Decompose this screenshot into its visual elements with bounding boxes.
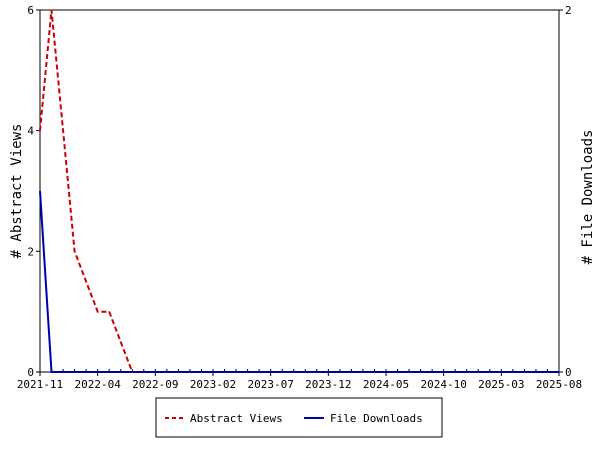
data-point-1-34 [431, 371, 433, 373]
x-tick-label: 2023-07 [247, 378, 293, 391]
data-point-1-18 [247, 371, 249, 373]
data-point-1-16 [223, 371, 226, 373]
data-point-1-8 [131, 371, 133, 373]
data-point-1-13 [189, 371, 191, 373]
legend: Abstract Views File Downloads [155, 397, 443, 438]
left-y-axis-ticks: 0 2 4 6 [27, 4, 40, 379]
series-line-file-downloads [39, 190, 559, 373]
data-point-1-4 [85, 371, 87, 373]
data-point-1-9 [143, 371, 145, 373]
x-tick-label: 2025-08 [536, 378, 582, 391]
data-point-1-12 [177, 371, 179, 373]
data-point-1-37 [466, 371, 468, 373]
point-layer [39, 9, 560, 373]
x-tick-label: 2022-09 [132, 378, 178, 391]
data-point-1-45 [558, 371, 560, 373]
x-tick-label: 2021-11 [17, 378, 63, 391]
data-point-1-24 [316, 371, 318, 373]
data-point-1-27 [350, 371, 352, 373]
right-y-axis-title: # File Downloads [580, 130, 596, 265]
left-y-tick-label: 2 [27, 245, 34, 258]
data-point-1-29 [373, 371, 376, 373]
left-y-tick-label: 6 [27, 4, 34, 17]
data-point-1-32 [408, 371, 410, 373]
x-tick-label: 2025-03 [478, 378, 524, 391]
series-layer [39, 9, 559, 373]
x-tick-label: 2023-02 [190, 378, 236, 391]
x-tick-label: 2023-12 [305, 378, 351, 391]
left-y-axis-title: # Abstract Views [9, 124, 25, 259]
data-point-1-14 [200, 371, 203, 373]
data-point-0-0 [39, 130, 41, 132]
data-point-1-21 [281, 371, 283, 373]
data-point-1-1 [50, 371, 53, 373]
right-y-axis-ticks: 02 [559, 4, 572, 379]
data-point-1-17 [235, 371, 237, 373]
legend-label-abstract-views: Abstract Views [190, 412, 283, 425]
data-point-1-26 [339, 371, 341, 373]
data-point-1-41 [512, 371, 514, 373]
x-tick-label: 2022-04 [74, 378, 121, 391]
data-point-0-7 [120, 341, 122, 343]
plot-area [39, 9, 560, 373]
data-point-1-2 [62, 371, 64, 373]
x-tick-label: 2024-05 [363, 378, 409, 391]
data-point-1-10 [154, 371, 156, 373]
data-point-0-3 [74, 250, 76, 252]
data-point-1-6 [108, 371, 110, 373]
data-point-1-22 [293, 371, 295, 373]
data-point-1-28 [362, 371, 364, 373]
data-point-1-36 [454, 371, 456, 373]
data-point-1-23 [304, 371, 306, 373]
data-point-1-20 [270, 371, 272, 373]
data-point-1-42 [523, 371, 526, 373]
data-point-1-31 [396, 371, 399, 373]
data-point-1-30 [385, 371, 387, 373]
left-y-tick-label: 0 [27, 366, 34, 379]
data-point-1-39 [489, 371, 491, 373]
right-y-tick-label: 0 [565, 366, 572, 379]
data-point-1-5 [97, 371, 99, 373]
data-point-1-3 [74, 371, 76, 373]
data-point-1-11 [166, 371, 168, 373]
data-point-1-33 [420, 371, 422, 373]
data-point-0-2 [62, 130, 64, 132]
data-point-1-0 [39, 190, 41, 192]
right-y-tick-label: 2 [565, 4, 572, 17]
legend-label-file-downloads: File Downloads [330, 412, 423, 425]
legend-box [155, 397, 443, 438]
data-point-0-5 [97, 311, 99, 313]
data-point-1-19 [258, 371, 260, 373]
data-point-0-1 [50, 9, 53, 11]
data-point-1-44 [546, 371, 549, 373]
data-point-1-7 [120, 371, 122, 373]
data-point-1-25 [327, 371, 329, 373]
x-axis-ticks: 2021-11 2022-04 2022-09 2023-02 2023-07 2023-… [17, 369, 582, 391]
data-point-1-15 [212, 371, 214, 373]
data-point-1-43 [535, 371, 537, 373]
data-point-0-4 [85, 280, 87, 283]
x-tick-label: 2024-10 [420, 378, 466, 391]
data-point-1-40 [500, 371, 502, 373]
data-point-1-35 [443, 371, 445, 373]
data-point-1-38 [477, 371, 479, 373]
left-y-tick-label: 4 [27, 125, 34, 138]
data-point-0-6 [108, 311, 110, 313]
